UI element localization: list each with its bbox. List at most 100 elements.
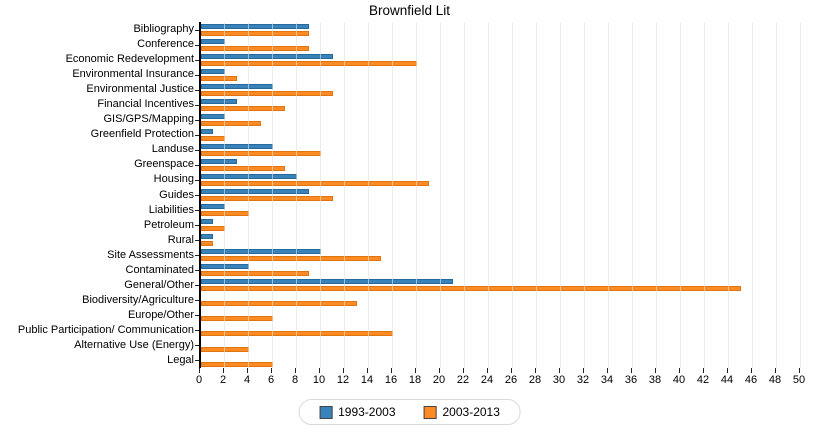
x-axis-tick bbox=[631, 368, 632, 373]
bar-1993-2003 bbox=[201, 68, 225, 74]
bar-1993-2003 bbox=[201, 264, 249, 270]
grid-line-highlight bbox=[296, 22, 297, 368]
grid-line-highlight bbox=[680, 22, 681, 368]
grid-line-highlight bbox=[440, 22, 441, 368]
x-tick-label: 34 bbox=[600, 374, 614, 386]
category-label: Environmental Justice bbox=[86, 83, 194, 96]
x-tick-label: 46 bbox=[744, 374, 758, 386]
x-axis-tick bbox=[559, 368, 560, 373]
bar-2003-2013 bbox=[201, 165, 285, 171]
y-axis-tick bbox=[195, 300, 199, 302]
y-axis-tick bbox=[195, 119, 199, 121]
bar-1993-2003 bbox=[201, 128, 213, 134]
x-axis-tick bbox=[439, 368, 440, 373]
bar-2003-2013 bbox=[201, 271, 309, 277]
category-label: Site Assessments bbox=[107, 248, 194, 261]
y-axis-tick bbox=[195, 195, 199, 196]
category-label: Europe/Other bbox=[127, 308, 194, 321]
category-label: Biodiversity/Agriculture bbox=[82, 293, 194, 306]
bar-2003-2013 bbox=[201, 45, 309, 51]
category-label: GIS/GPS/Mapping bbox=[103, 113, 195, 126]
x-axis-tick bbox=[223, 368, 224, 373]
grid-line-highlight bbox=[464, 22, 465, 368]
x-tick-label: 14 bbox=[360, 374, 374, 386]
bar-2003-2013 bbox=[201, 75, 237, 81]
x-axis-tick bbox=[199, 368, 200, 373]
grid-line-highlight bbox=[608, 22, 609, 368]
x-tick-label: 2 bbox=[219, 374, 227, 386]
x-tick-label: 28 bbox=[528, 374, 542, 386]
x-tick-label: 6 bbox=[267, 374, 275, 386]
y-axis-tick bbox=[195, 225, 199, 227]
y-axis-tick bbox=[195, 330, 199, 332]
grid-line-highlight bbox=[536, 22, 537, 368]
bar-1993-2003 bbox=[201, 83, 273, 89]
category-label: Greenfield Protection bbox=[90, 128, 194, 141]
bar-2003-2013 bbox=[201, 211, 249, 217]
category-label: Environmental Insurance bbox=[72, 68, 194, 81]
bar-1993-2003 bbox=[201, 38, 225, 44]
bar-2003-2013 bbox=[201, 30, 309, 36]
legend: 1993-2003 2003-2013 bbox=[298, 399, 521, 425]
grid-line-highlight bbox=[368, 22, 369, 368]
x-tick-label: 16 bbox=[384, 374, 398, 386]
grid-line-highlight bbox=[752, 22, 753, 368]
bar-2003-2013 bbox=[201, 346, 249, 352]
y-axis-tick bbox=[195, 149, 199, 151]
bar-2003-2013 bbox=[201, 135, 225, 141]
bar-2003-2013 bbox=[201, 60, 417, 66]
category-label: Rural bbox=[167, 233, 194, 246]
bar-2003-2013 bbox=[201, 226, 225, 232]
x-tick-label: 20 bbox=[432, 374, 446, 386]
x-axis-tick bbox=[799, 368, 800, 373]
x-axis-tick bbox=[343, 368, 344, 373]
grid-line-highlight bbox=[632, 22, 633, 368]
y-axis-tick bbox=[195, 345, 199, 347]
bar-1993-2003 bbox=[201, 189, 309, 195]
bar-1993-2003 bbox=[201, 113, 225, 119]
y-axis-tick bbox=[195, 270, 199, 272]
y-axis-tick bbox=[195, 210, 199, 212]
x-axis-tick bbox=[727, 368, 728, 373]
x-tick-label: 10 bbox=[312, 374, 326, 386]
bar-2003-2013 bbox=[201, 196, 333, 202]
bar-2003-2013 bbox=[201, 181, 429, 187]
bar-1993-2003 bbox=[201, 98, 237, 104]
y-axis-tick bbox=[195, 240, 199, 242]
x-tick-label: 8 bbox=[291, 374, 299, 386]
bar-1993-2003 bbox=[201, 174, 297, 180]
x-axis-tick bbox=[271, 368, 272, 373]
category-label: Petroleum bbox=[143, 218, 194, 231]
y-axis-category-labels: Bibliography Conference Economic Redevelop… bbox=[0, 22, 194, 368]
x-axis-tick bbox=[463, 368, 464, 373]
x-tick-label: 50 bbox=[792, 374, 806, 386]
category-label: Contaminated bbox=[125, 263, 195, 276]
y-axis-tick bbox=[195, 44, 199, 46]
category-label: Conference bbox=[137, 38, 194, 51]
x-axis-tick bbox=[367, 368, 368, 373]
bar-2003-2013 bbox=[201, 301, 357, 307]
y-axis-tick bbox=[195, 164, 199, 166]
category-label: General/Other bbox=[124, 278, 194, 291]
bar-1993-2003 bbox=[201, 53, 333, 59]
category-label: Legal bbox=[167, 353, 194, 366]
y-axis-tick bbox=[195, 134, 199, 136]
category-label: Public Participation/ Communication bbox=[17, 323, 194, 336]
x-tick-label: 44 bbox=[720, 374, 734, 386]
category-label: Bibliography bbox=[133, 23, 194, 36]
chart-title: Brownfield Lit bbox=[368, 3, 451, 18]
y-axis-tick bbox=[195, 29, 199, 31]
grid-line-highlight bbox=[560, 22, 561, 368]
legend-label: 1993-2003 bbox=[338, 405, 396, 419]
x-tick-label: 4 bbox=[243, 374, 251, 386]
bar-2003-2013 bbox=[201, 316, 273, 322]
y-axis-tick bbox=[195, 59, 199, 61]
bar-1993-2003 bbox=[201, 158, 237, 164]
bar-2003-2013 bbox=[201, 90, 333, 96]
grid-line-highlight bbox=[728, 22, 729, 368]
x-tick-label: 18 bbox=[408, 374, 422, 386]
x-axis-tick bbox=[775, 368, 776, 373]
x-axis-tick bbox=[295, 368, 296, 373]
x-tick-label: 30 bbox=[552, 374, 566, 386]
grid-line-highlight bbox=[776, 22, 777, 368]
